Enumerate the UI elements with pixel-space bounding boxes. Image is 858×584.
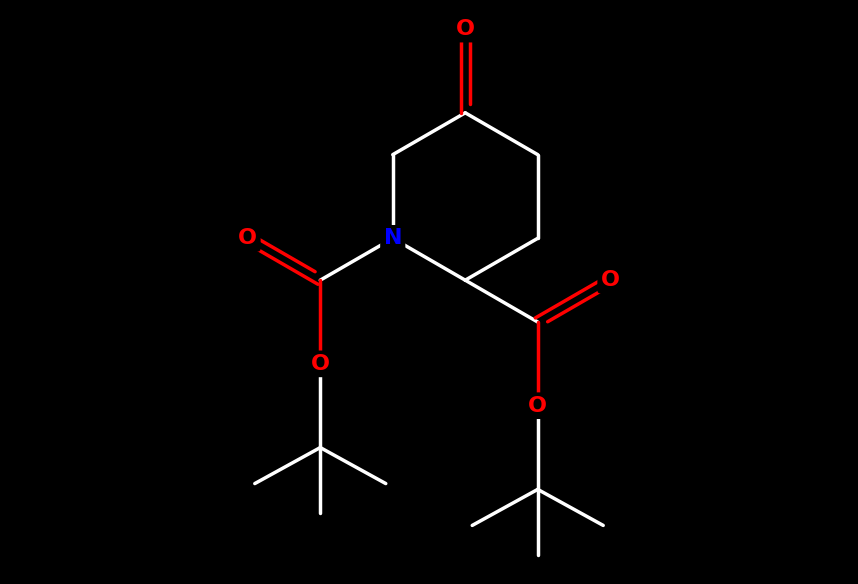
Text: O: O — [456, 19, 474, 39]
Text: O: O — [239, 228, 257, 248]
Text: N: N — [384, 228, 402, 248]
Text: O: O — [529, 396, 547, 416]
Text: O: O — [601, 270, 619, 290]
Text: O: O — [311, 354, 329, 374]
